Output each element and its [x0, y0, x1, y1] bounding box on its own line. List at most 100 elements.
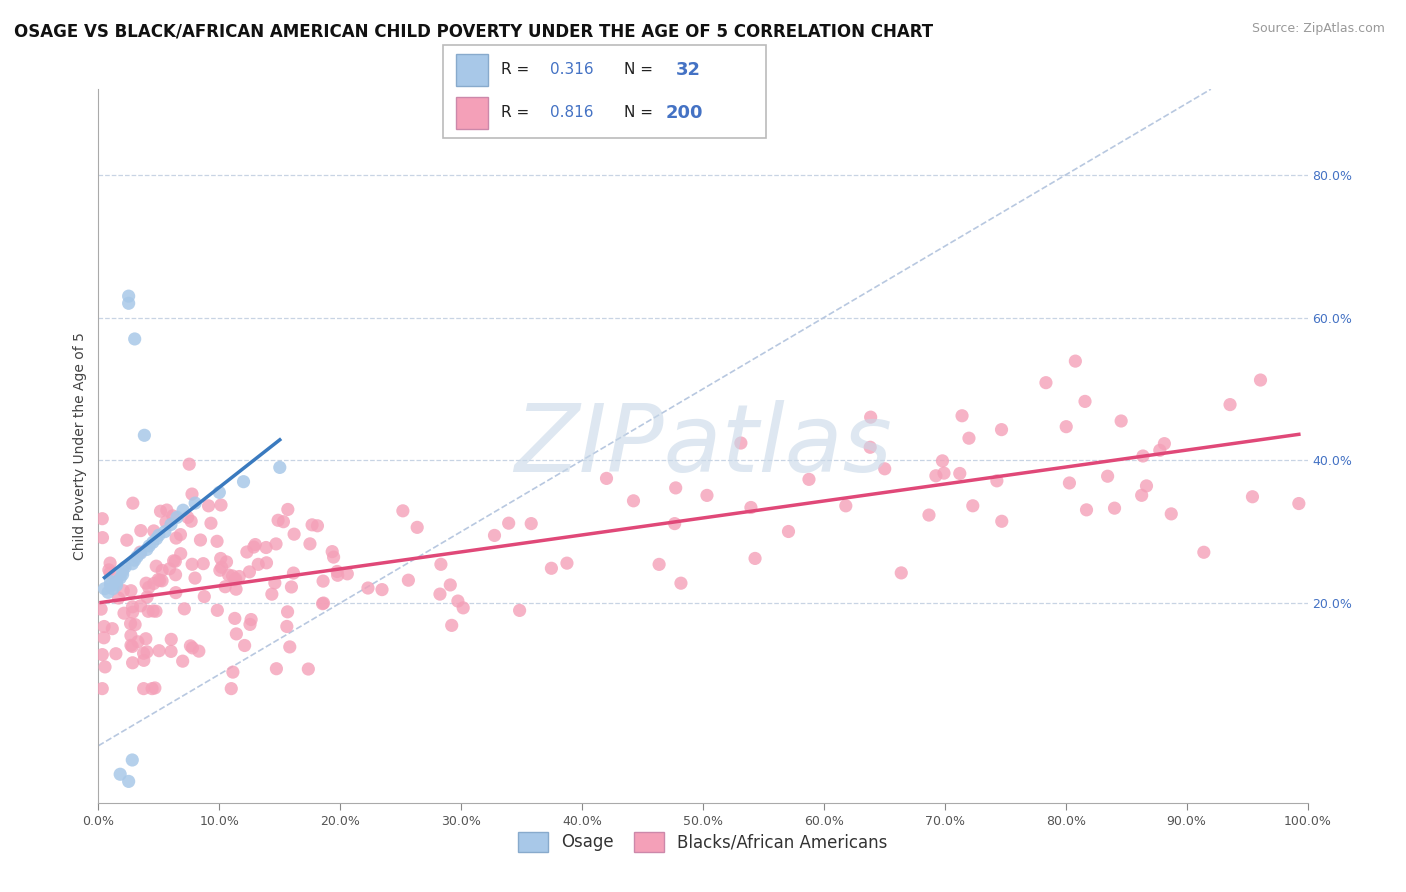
- Point: [225, 582, 247, 597]
- Point: [142, 576, 165, 591]
- Point: [184, 496, 207, 510]
- Point: [207, 603, 229, 617]
- Point: [595, 471, 617, 485]
- Point: [669, 576, 692, 591]
- Point: [127, 549, 149, 564]
- Point: [160, 644, 183, 658]
- Point: [181, 558, 204, 572]
- Point: [260, 587, 283, 601]
- Point: [180, 514, 202, 528]
- Point: [247, 558, 270, 572]
- Point: [101, 582, 124, 596]
- Point: [166, 510, 188, 524]
- Point: [108, 571, 131, 585]
- Point: [744, 551, 766, 566]
- Point: [263, 575, 285, 590]
- Point: [297, 662, 319, 676]
- Point: [1076, 503, 1098, 517]
- Point: [322, 550, 344, 565]
- Point: [111, 564, 134, 578]
- Point: [321, 544, 343, 558]
- Point: [962, 499, 984, 513]
- Point: [1192, 545, 1215, 559]
- Point: [98, 566, 121, 580]
- Point: [173, 602, 195, 616]
- Point: [215, 555, 238, 569]
- Point: [121, 656, 143, 670]
- Point: [115, 533, 138, 548]
- Point: [218, 568, 240, 582]
- Point: [1132, 449, 1154, 463]
- Point: [98, 556, 121, 570]
- Point: [957, 431, 980, 445]
- Point: [267, 513, 290, 527]
- Text: 0.816: 0.816: [550, 105, 593, 120]
- Point: [132, 653, 155, 667]
- Point: [181, 640, 204, 655]
- Point: [138, 581, 160, 595]
- Point: [283, 566, 305, 580]
- Point: [118, 296, 141, 310]
- Point: [148, 528, 170, 542]
- Point: [153, 524, 176, 539]
- Point: [451, 600, 474, 615]
- Point: [990, 423, 1012, 437]
- Text: 32: 32: [676, 61, 700, 78]
- Point: [142, 524, 165, 538]
- Point: [484, 528, 506, 542]
- Point: [264, 537, 287, 551]
- Point: [623, 493, 645, 508]
- Point: [1074, 394, 1097, 409]
- Text: ZIPatlas: ZIPatlas: [515, 401, 891, 491]
- Point: [138, 539, 160, 553]
- Point: [925, 468, 948, 483]
- Point: [835, 499, 858, 513]
- Point: [121, 557, 143, 571]
- Point: [112, 583, 135, 598]
- Point: [97, 585, 120, 599]
- Point: [214, 580, 236, 594]
- Point: [311, 597, 333, 611]
- Point: [136, 604, 159, 618]
- Point: [105, 578, 128, 592]
- Text: OSAGE VS BLACK/AFRICAN AMERICAN CHILD POVERTY UNDER THE AGE OF 5 CORRELATION CHA: OSAGE VS BLACK/AFRICAN AMERICAN CHILD PO…: [14, 22, 934, 40]
- Point: [209, 551, 232, 566]
- Point: [129, 546, 152, 560]
- Point: [224, 573, 246, 587]
- Point: [145, 532, 167, 546]
- Point: [740, 500, 762, 515]
- FancyBboxPatch shape: [456, 97, 488, 129]
- Text: N =: N =: [624, 62, 658, 78]
- Point: [326, 565, 349, 579]
- Point: [94, 660, 117, 674]
- Point: [211, 560, 233, 574]
- Point: [225, 627, 247, 641]
- Point: [277, 605, 299, 619]
- Point: [135, 632, 157, 646]
- Point: [197, 499, 219, 513]
- Point: [931, 454, 953, 468]
- Point: [276, 619, 298, 633]
- Text: Source: ZipAtlas.com: Source: ZipAtlas.com: [1251, 22, 1385, 36]
- Point: [429, 587, 451, 601]
- Point: [101, 622, 124, 636]
- Point: [859, 410, 882, 425]
- Point: [165, 585, 187, 599]
- Point: [145, 604, 167, 618]
- Point: [149, 574, 172, 588]
- Point: [254, 541, 277, 555]
- Point: [225, 572, 247, 586]
- Legend: Osage, Blacks/African Americans: Osage, Blacks/African Americans: [512, 825, 894, 859]
- Point: [1149, 443, 1171, 458]
- Point: [91, 531, 114, 545]
- Point: [918, 508, 941, 522]
- Point: [336, 566, 359, 581]
- Point: [165, 554, 187, 568]
- Point: [165, 567, 187, 582]
- Point: [221, 569, 243, 583]
- Point: [307, 518, 329, 533]
- Point: [134, 428, 156, 442]
- Point: [1288, 497, 1310, 511]
- Point: [240, 613, 263, 627]
- Text: R =: R =: [501, 62, 534, 78]
